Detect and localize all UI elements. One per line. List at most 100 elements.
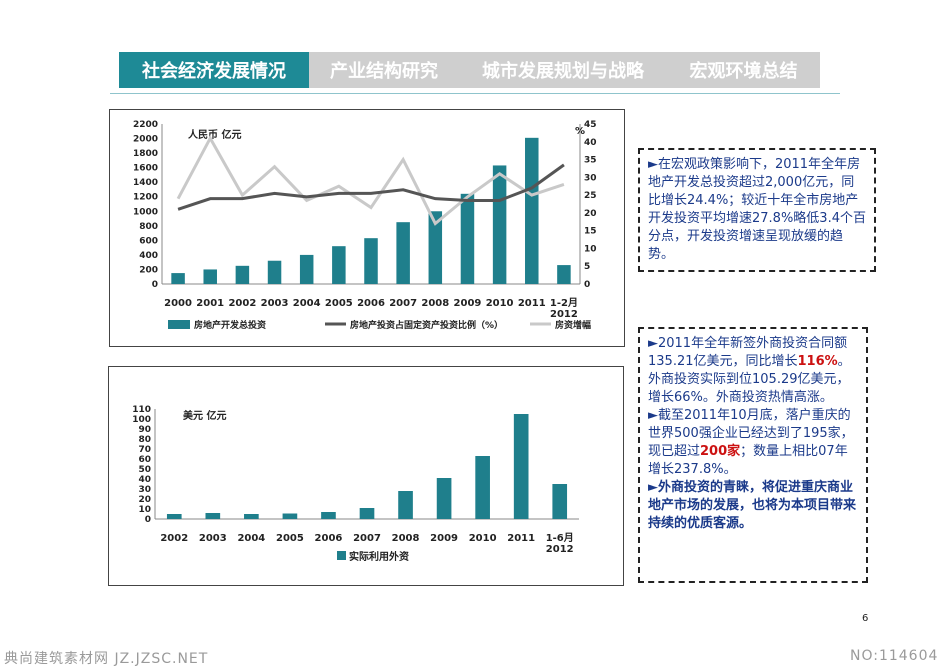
real-estate-investment-chart: 0200400600800100012001400160018002000220… [133, 120, 597, 331]
note-real-estate: ►在宏观政策影响下，2011年全年房地产开发总投资超过2,000亿元，同比增长2… [638, 148, 876, 272]
y-tick-label: 1600 [133, 164, 158, 174]
bar-1-2月-2012 [557, 265, 571, 284]
y2-tick-label: 5 [584, 262, 590, 272]
y-tick-label: 400 [139, 251, 158, 261]
ratio-line [177, 163, 565, 211]
x-tick-label: 2007 [389, 298, 417, 309]
tab-macro-summary[interactable]: 宏观环境总结 [667, 52, 820, 88]
bar-2010 [475, 456, 490, 519]
y2-tick-label: 45 [584, 120, 597, 130]
note-foreign-p3: ►外商投资的青睐，将促进重庆商业地产市场的发展，也将为本项目带来持续的优质客源。 [648, 480, 857, 531]
y2-tick-label: 20 [584, 209, 597, 219]
bar-2004 [299, 254, 314, 284]
x-tick-label: 2008 [421, 298, 449, 309]
x-tick-label: 2002 [160, 533, 188, 544]
x-tick-label: 2010 [486, 298, 514, 309]
y-tick-label: 800 [139, 222, 158, 232]
y-tick-label: 1200 [133, 193, 158, 203]
bar-2003 [205, 513, 221, 519]
note-foreign-p2: ►截至2011年10月底，落户重庆的世界500强企业已经达到了195家，现已超过… [648, 408, 854, 477]
y2-tick-label: 15 [584, 227, 597, 237]
unit-left-label: 美元 亿元 [183, 409, 226, 422]
x-tick-label: 2010 [469, 533, 497, 544]
legend-swatch [337, 551, 346, 560]
x-tick-label: 2002 [228, 298, 256, 309]
x-tick-label-line0: 1-2月 [550, 297, 578, 309]
y-tick-label: 2200 [133, 120, 158, 130]
x-tick-label: 2004 [237, 533, 265, 544]
legend-label: 实际利用外资 [349, 550, 409, 563]
section-tabs: 社会经济发展情况 产业结构研究 城市发展规划与战略 宏观环境总结 [119, 52, 820, 88]
growth-line [176, 135, 565, 226]
header-rule [110, 93, 840, 94]
bar-1-6月-2012 [552, 484, 568, 519]
chart-panel-foreign-investment: 0 10 20 30 40 50 60 70 80 90 100 110 美元 亿元 2002 2003 20… [108, 366, 624, 586]
y-tick-label: 90 [138, 425, 151, 435]
x-tick-label: 2005 [325, 298, 353, 309]
y-tick-label: 30 [138, 485, 151, 495]
x-tick-label: 2011 [518, 298, 546, 309]
y-tick-label: 20 [138, 495, 151, 505]
y2-tick-label: 40 [584, 138, 597, 148]
bar-2011 [513, 414, 529, 519]
bar-2009 [436, 478, 452, 519]
bar-2009 [460, 193, 475, 284]
x-tick-label-line1: 2012 [546, 544, 574, 555]
bar-2008 [428, 211, 443, 284]
y-tick-label: 1000 [133, 207, 158, 217]
bar-2002 [166, 514, 182, 519]
y-tick-label: 200 [139, 265, 158, 275]
y-tick-label: 40 [138, 475, 151, 485]
y-tick-label: 110 [132, 405, 151, 415]
y-tick-label: 600 [139, 236, 158, 246]
bar-2001 [203, 269, 217, 284]
bar-2003 [267, 260, 282, 284]
bar-2005 [332, 246, 346, 284]
y-tick-label: 1800 [133, 149, 158, 159]
bar-2008 [398, 491, 413, 519]
tab-economy[interactable]: 社会经济发展情况 [119, 52, 309, 88]
watermark-right: NO:114604 [850, 648, 939, 664]
bar-2011 [525, 137, 539, 284]
tab-city-planning[interactable]: 城市发展规划与战略 [459, 52, 667, 88]
x-tick-label: 2004 [293, 298, 321, 309]
bar-2005 [282, 513, 298, 519]
x-tick-label: 2001 [196, 298, 224, 309]
bar-2006 [321, 512, 336, 519]
x-tick-label-line1: 2012 [550, 309, 578, 320]
bar-2010 [492, 165, 507, 284]
chart-panel-real-estate: 0 200 400 600 800 1000 1200 1400 1600 1800 2000 220… [109, 109, 625, 347]
legend-swatch-bar [168, 320, 190, 329]
y-tick-label: 0 [152, 280, 158, 290]
x-tick-label: 2009 [454, 298, 482, 309]
x-tick-label: 2003 [199, 533, 227, 544]
x-tick-label: 2005 [276, 533, 304, 544]
bar-2007 [359, 508, 375, 519]
y2-tick-label: 0 [584, 280, 590, 290]
x-tick-label: 2007 [353, 533, 381, 544]
tab-industry[interactable]: 产业结构研究 [309, 52, 459, 88]
y2-tick-label: 35 [584, 156, 597, 166]
y-tick-label: 1400 [133, 178, 158, 188]
unit-left-label: 人民币 亿元 [188, 128, 241, 141]
bar-2007 [396, 222, 410, 284]
x-tick-label: 2003 [261, 298, 289, 309]
x-tick-label-line0: 1-6月 [546, 532, 574, 544]
x-tick-label: 2006 [315, 533, 343, 544]
bar-2004 [244, 514, 259, 519]
bar-2000 [171, 273, 185, 284]
y-tick-label: 80 [138, 435, 151, 445]
x-tick-label: 2006 [357, 298, 385, 309]
page-number: 6 [862, 613, 869, 624]
y2-tick-label: 25 [584, 191, 597, 201]
legend-label-ratio: 房地产投资占固定资产投资比例（%） [350, 319, 503, 331]
x-tick-label: 2011 [507, 533, 535, 544]
x-tick-label: 2000 [164, 298, 192, 309]
y-tick-label: 10 [138, 505, 151, 515]
x-tick-label: 2008 [392, 533, 420, 544]
bar-2002 [235, 265, 250, 284]
unit-right-label: % [575, 126, 585, 137]
note-foreign-investment: ►2011年全年新签外商投资合同额135.21亿美元，同比增长116%。外商投资… [638, 327, 868, 583]
y2-tick-label: 10 [584, 244, 597, 254]
x-tick-label: 2009 [430, 533, 458, 544]
